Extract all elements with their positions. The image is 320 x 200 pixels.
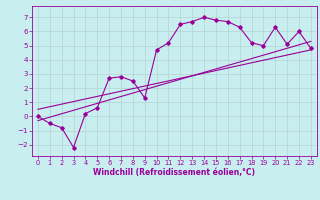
X-axis label: Windchill (Refroidissement éolien,°C): Windchill (Refroidissement éolien,°C) (93, 168, 255, 177)
